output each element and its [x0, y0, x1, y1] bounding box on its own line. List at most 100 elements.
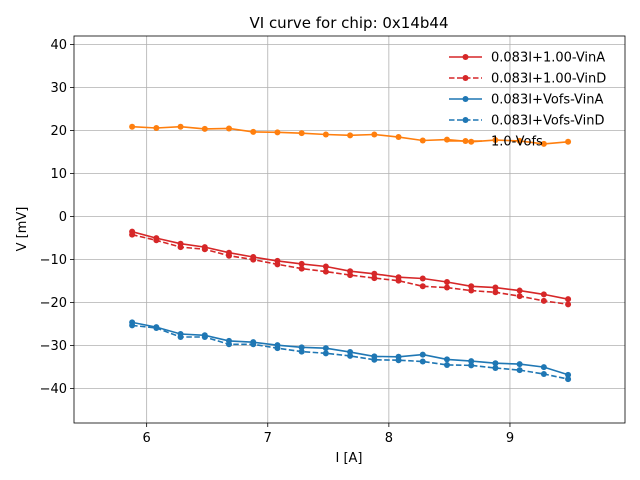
data-point	[371, 131, 378, 138]
y-tick-label: −10	[40, 253, 67, 268]
y-tick-label: −30	[40, 339, 67, 354]
data-point	[226, 341, 233, 348]
data-point	[322, 263, 329, 270]
data-point	[540, 370, 547, 377]
legend-item: 0.083I+Vofs-VinD	[449, 114, 605, 129]
data-point	[468, 362, 475, 369]
data-point	[322, 268, 329, 275]
series-layer	[129, 123, 572, 383]
data-point	[347, 132, 354, 139]
legend-label: 0.083I+Vofs-VinD	[491, 114, 605, 129]
data-point	[468, 358, 475, 365]
x-tick-label: 7	[264, 431, 272, 446]
data-point	[443, 136, 450, 143]
data-point	[395, 134, 402, 141]
data-point	[540, 140, 547, 147]
data-point	[153, 324, 160, 331]
data-point	[226, 125, 233, 132]
series-line	[131, 321, 569, 376]
data-point	[274, 345, 281, 352]
data-point	[468, 287, 475, 294]
data-point	[540, 364, 547, 371]
data-point	[565, 138, 572, 145]
data-point	[443, 361, 450, 368]
data-point	[443, 284, 450, 291]
data-point	[371, 275, 378, 282]
legend-marker	[462, 54, 469, 60]
legend-item: 0.083I+1.00-VinD	[449, 72, 606, 87]
data-point	[250, 341, 257, 348]
y-axis-label: V [mV]	[15, 207, 30, 252]
y-tick-label: 10	[50, 167, 67, 182]
legend-marker	[462, 96, 469, 102]
data-point	[516, 287, 523, 294]
data-point	[129, 123, 136, 130]
data-point	[419, 137, 426, 144]
data-point	[153, 237, 160, 244]
data-point	[516, 137, 523, 144]
series-4	[129, 123, 572, 147]
y-tick-label: 30	[50, 81, 67, 96]
legend-label: 1.0-Vofs	[491, 135, 543, 150]
data-point	[516, 293, 523, 300]
data-point	[274, 261, 281, 268]
data-point	[298, 260, 305, 267]
data-point	[250, 256, 257, 263]
data-point	[201, 125, 208, 132]
data-point	[322, 345, 329, 352]
chart-title: VI curve for chip: 0x14b44	[249, 14, 448, 32]
data-point	[250, 128, 257, 135]
y-tick-label: 20	[50, 124, 67, 139]
data-point	[298, 130, 305, 137]
data-point	[298, 348, 305, 355]
legend-label: 0.083I+Vofs-VinA	[491, 93, 604, 108]
data-point	[153, 125, 160, 132]
data-point	[395, 277, 402, 284]
data-point	[347, 272, 354, 279]
data-point	[419, 275, 426, 282]
y-tick-label: 40	[50, 38, 67, 53]
data-point	[540, 291, 547, 298]
data-point	[371, 356, 378, 363]
data-point	[516, 367, 523, 374]
data-point	[395, 357, 402, 364]
series-3	[129, 322, 572, 383]
x-tick-label: 9	[506, 431, 514, 446]
data-point	[419, 351, 426, 358]
data-point	[492, 289, 499, 296]
data-point	[201, 334, 208, 340]
data-point	[371, 270, 378, 277]
legend-marker	[462, 138, 469, 144]
y-tick-label: 0	[59, 210, 67, 225]
data-point	[492, 364, 499, 371]
series-1	[129, 231, 572, 308]
data-point	[177, 334, 184, 340]
data-point	[298, 265, 305, 272]
data-point	[565, 371, 572, 378]
y-tick-label: −20	[40, 296, 67, 311]
data-point	[298, 344, 305, 351]
grid	[74, 36, 625, 423]
data-point	[322, 350, 329, 357]
data-point	[565, 296, 572, 303]
legend: 0.083I+1.00-VinA 0.083I+1.00-VinD 0.083I+V…	[449, 51, 606, 150]
legend-item: 0.083I+Vofs-VinA	[449, 93, 604, 108]
data-point	[540, 297, 547, 304]
data-point	[226, 252, 233, 259]
data-point	[516, 361, 523, 368]
data-point	[443, 356, 450, 363]
data-point	[565, 301, 572, 308]
data-point	[492, 360, 499, 367]
series-line	[131, 230, 569, 300]
y-tick-label: −40	[40, 382, 67, 397]
x-axis-label: I [A]	[335, 451, 362, 466]
data-point	[177, 123, 184, 130]
x-tick-label: 8	[385, 431, 393, 446]
data-point	[347, 352, 354, 359]
data-point	[129, 322, 136, 329]
data-point	[274, 129, 281, 136]
data-point	[419, 283, 426, 290]
axis-ticks: 6 7 8 9 −40 −30 −20 −10 0 10 20 30 40	[40, 38, 515, 446]
legend-marker	[462, 117, 469, 123]
